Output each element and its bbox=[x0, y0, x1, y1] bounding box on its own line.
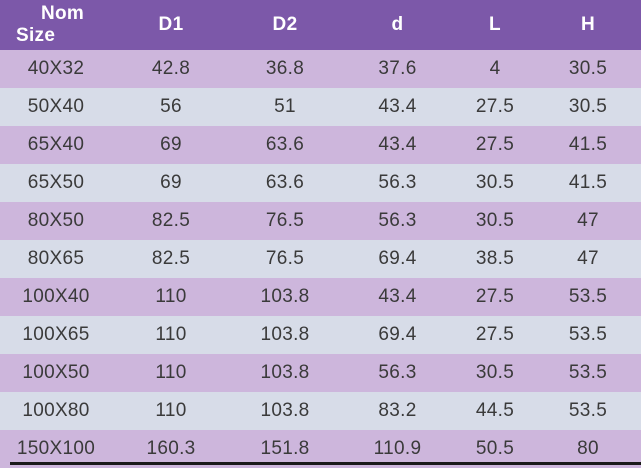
column-header-l: L bbox=[455, 0, 535, 50]
cell-d2: 63.6 bbox=[230, 126, 340, 164]
cell-l: 27.5 bbox=[455, 126, 535, 164]
cell-l: 44.5 bbox=[455, 392, 535, 430]
cell-h: 53.5 bbox=[535, 354, 641, 392]
cell-h: 53.5 bbox=[535, 392, 641, 430]
cell-l: 30.5 bbox=[455, 354, 535, 392]
cell-d2: 51 bbox=[230, 88, 340, 126]
column-header-d: d bbox=[340, 0, 455, 50]
cell-d1: 110 bbox=[112, 316, 230, 354]
cell-h: 41.5 bbox=[535, 164, 641, 202]
table-row: 80X65 82.5 76.5 69.4 38.5 47 bbox=[0, 240, 641, 278]
cell-d1: 110 bbox=[112, 392, 230, 430]
cell-nom-size: 40X32 bbox=[0, 50, 112, 88]
cell-nom-size: 100X40 bbox=[0, 278, 112, 316]
table-row: 40X32 42.8 36.8 37.6 4 30.5 bbox=[0, 50, 641, 88]
cell-d: 69.4 bbox=[340, 240, 455, 278]
cell-nom-size: 100X65 bbox=[0, 316, 112, 354]
cell-nom-size: 65X40 bbox=[0, 126, 112, 164]
cell-h: 47 bbox=[535, 202, 641, 240]
cell-l: 27.5 bbox=[455, 88, 535, 126]
cell-d1: 110 bbox=[112, 354, 230, 392]
table-row: 50X40 56 51 43.4 27.5 30.5 bbox=[0, 88, 641, 126]
cell-d1: 82.5 bbox=[112, 202, 230, 240]
cell-d1: 110 bbox=[112, 278, 230, 316]
cell-nom-size: 150X100 bbox=[0, 430, 112, 468]
cell-d2: 151.8 bbox=[230, 430, 340, 468]
table-row: 65X50 69 63.6 56.3 30.5 41.5 bbox=[0, 164, 641, 202]
column-header-nom-size: Nom Size bbox=[0, 0, 112, 50]
cell-d: 43.4 bbox=[340, 126, 455, 164]
table-row: 100X65 110 103.8 69.4 27.5 53.5 bbox=[0, 316, 641, 354]
table-row: 100X80 110 103.8 83.2 44.5 53.5 bbox=[0, 392, 641, 430]
cell-d1: 42.8 bbox=[112, 50, 230, 88]
table-row: 80X50 82.5 76.5 56.3 30.5 47 bbox=[0, 202, 641, 240]
cell-h: 80 bbox=[535, 430, 641, 468]
cell-h: 53.5 bbox=[535, 278, 641, 316]
cell-d: 43.4 bbox=[340, 88, 455, 126]
cell-nom-size: 80X50 bbox=[0, 202, 112, 240]
cell-d1: 69 bbox=[112, 126, 230, 164]
cell-d: 83.2 bbox=[340, 392, 455, 430]
cell-h: 47 bbox=[535, 240, 641, 278]
table-row: 150X100 160.3 151.8 110.9 50.5 80 bbox=[0, 430, 641, 468]
cell-l: 38.5 bbox=[455, 240, 535, 278]
cell-d1: 82.5 bbox=[112, 240, 230, 278]
cell-d2: 103.8 bbox=[230, 354, 340, 392]
cell-d2: 36.8 bbox=[230, 50, 340, 88]
table-row: 65X40 69 63.6 43.4 27.5 41.5 bbox=[0, 126, 641, 164]
cell-nom-size: 80X65 bbox=[0, 240, 112, 278]
cell-d: 37.6 bbox=[340, 50, 455, 88]
table-header-row: Nom Size D1 D2 d L H bbox=[0, 0, 641, 50]
cell-d1: 69 bbox=[112, 164, 230, 202]
cell-nom-size: 100X80 bbox=[0, 392, 112, 430]
cell-d2: 76.5 bbox=[230, 202, 340, 240]
cell-l: 4 bbox=[455, 50, 535, 88]
cell-l: 50.5 bbox=[455, 430, 535, 468]
cell-nom-size: 50X40 bbox=[0, 88, 112, 126]
cell-d2: 103.8 bbox=[230, 392, 340, 430]
cell-d: 56.3 bbox=[340, 202, 455, 240]
cell-d: 56.3 bbox=[340, 354, 455, 392]
bottom-rule bbox=[10, 462, 641, 465]
cell-d2: 103.8 bbox=[230, 278, 340, 316]
cell-d2: 76.5 bbox=[230, 240, 340, 278]
cell-l: 27.5 bbox=[455, 278, 535, 316]
cell-l: 30.5 bbox=[455, 202, 535, 240]
cell-d2: 103.8 bbox=[230, 316, 340, 354]
cell-d2: 63.6 bbox=[230, 164, 340, 202]
cell-d: 69.4 bbox=[340, 316, 455, 354]
cell-h: 30.5 bbox=[535, 50, 641, 88]
cell-h: 30.5 bbox=[535, 88, 641, 126]
table-row: 100X40 110 103.8 43.4 27.5 53.5 bbox=[0, 278, 641, 316]
cell-d: 110.9 bbox=[340, 430, 455, 468]
table-row: 100X50 110 103.8 56.3 30.5 53.5 bbox=[0, 354, 641, 392]
cell-l: 30.5 bbox=[455, 164, 535, 202]
cell-d1: 160.3 bbox=[112, 430, 230, 468]
cell-l: 27.5 bbox=[455, 316, 535, 354]
cell-d1: 56 bbox=[112, 88, 230, 126]
column-header-d2: D2 bbox=[230, 0, 340, 50]
cell-h: 41.5 bbox=[535, 126, 641, 164]
column-header-h: H bbox=[535, 0, 641, 50]
cell-h: 53.5 bbox=[535, 316, 641, 354]
cell-d: 43.4 bbox=[340, 278, 455, 316]
column-header-d1: D1 bbox=[112, 0, 230, 50]
cell-nom-size: 100X50 bbox=[0, 354, 112, 392]
cell-nom-size: 65X50 bbox=[0, 164, 112, 202]
cell-d: 56.3 bbox=[340, 164, 455, 202]
